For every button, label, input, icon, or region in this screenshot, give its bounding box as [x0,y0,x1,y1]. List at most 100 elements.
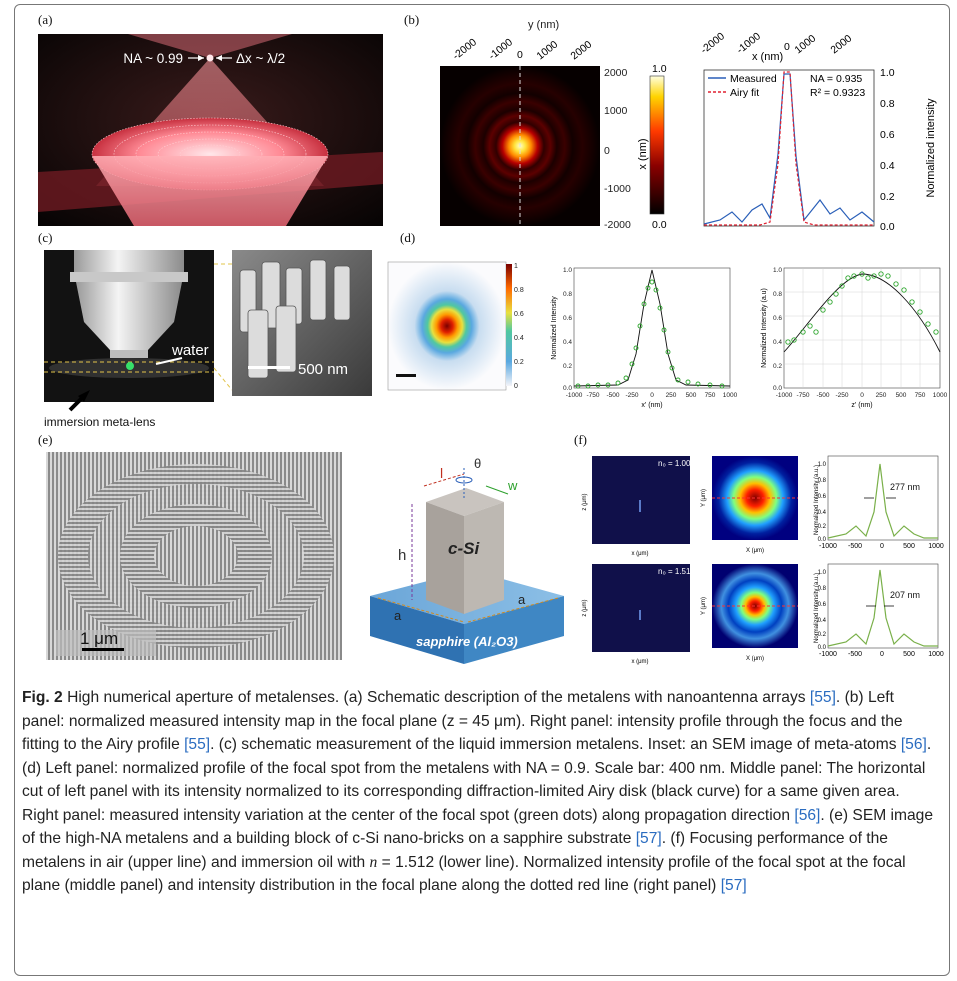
d-mid-x-tick: 500 [686,392,697,399]
caption-text: . (b) Left panel: normalized measured in… [22,689,903,753]
d-mid-x-tick: -500 [606,392,619,399]
profile-y-tick: 0.8 [880,98,895,110]
ref-link[interactable]: [55] [809,689,836,706]
d-colorbar-tick: 0.6 [514,311,524,318]
dim-a-right: a [518,592,526,607]
d-mid-x-tick: -750 [586,392,599,399]
d-right-x-tick: -1000 [776,392,793,399]
pillar-label: c-Si [448,539,480,558]
d-mid-y-tick: 0.6 [563,315,572,322]
d-mid-ylabel: Normalized Intensity [551,296,558,360]
profile-top-tick: -2000 [698,30,727,56]
map-right-tick-labels: 2000 1000 0 -1000 -2000 [604,67,631,231]
refractive-index-symbol: n [369,853,378,871]
d-right-x-tick: 0 [860,392,864,399]
ref-link[interactable]: [56] [794,806,821,824]
profile-curve-air [827,463,938,539]
panel-a-label: (a) [38,12,53,27]
map-x-axis-title: x (nm) [637,138,649,169]
d-mid-y-tick: 0.2 [563,363,572,370]
n-top-label: n₀ = 1.000 [658,459,695,468]
caption-text: . (e) SEM image of the high-NA metalens … [22,806,934,848]
prof-x-tick: -500 [848,543,862,550]
sem-e-scale-label: 1 μm [80,629,118,648]
prof-y-tick: 0.8 [818,478,827,484]
legend-measured: Measured [730,73,777,85]
prof-y-tick: 0.6 [818,494,827,500]
map-right-tick: -1000 [604,183,631,195]
d-right-x-tick: 750 [915,392,926,399]
d-mid-y-tick: 0.4 [563,339,572,346]
panel-f-grid: n₀ = 1.000 x (μm) z (μm) X (μm) Y (μm) 2… [582,455,944,665]
caption-text: . (c) schematic measurement of the liqui… [210,736,901,753]
ref-link[interactable]: [56] [900,736,927,753]
profile-y-tick-labels: 1.0 0.8 0.6 0.4 0.2 0.0 [880,67,895,233]
propagation-map-oil [592,564,690,652]
immersion-lens-label: immersion meta-lens [44,415,155,428]
panel-f-label: (f) [574,432,587,447]
d-right-ylabel: Normalized Intensity (a.u) [761,288,768,368]
d-colorbar-tick: 0.2 [514,359,524,366]
prof-y-tick-2: 0.6 [818,602,827,608]
prop-ylabel-2: z (μm) [582,599,588,616]
prof-ylabel-top: Normalized Intensity (a.u.) [814,465,820,535]
d-mid-x-tick: -1000 [566,392,583,399]
d-colorbar-tick: 0.8 [514,287,524,294]
d-mid-y-tick: 0.0 [563,385,572,392]
profile-y-tick: 0.0 [880,221,895,233]
d-right-y-tick: 0.6 [773,315,782,322]
colorbar-min: 0.0 [652,219,667,231]
map-xlabel: X (μm) [746,548,764,554]
profile-y-tick: 0.4 [880,160,895,172]
theta-label: θ [474,456,481,471]
na-fit-value: NA = 0.935 [810,73,862,85]
d-right-x-tick: 500 [896,392,907,399]
fwhm-air: 277 nm [890,482,920,492]
airy-reference-curve [573,269,731,387]
ref-link[interactable]: [57] [635,830,662,847]
ref-link[interactable]: [55] [184,736,211,753]
scale-bar [396,374,416,377]
panel-d-middle-chart: 1.0 0.8 0.6 0.4 0.2 0.0 -1000 -750 -500 … [551,267,738,409]
profile-x-axis-title: x (nm) [752,51,783,63]
dim-l: l [440,465,443,481]
panel-d-colorbar [506,264,512,386]
dim-w: w [507,478,518,493]
d-colorbar-tick: 1 [514,263,518,270]
profile-y-tick: 0.2 [880,191,895,203]
d-mid-x-tick: -250 [625,392,638,399]
prof-x-tick: 500 [903,543,915,550]
dx-label: Δx ~ λ/2 [236,51,285,66]
d-right-y-tick: 0.8 [773,291,782,298]
panel-a-metalens-render: NA ~ 0.99 Δx ~ λ/2 [38,34,383,226]
d-right-x-tick: 250 [876,392,887,399]
map-right-tick: -2000 [604,219,631,231]
water-label: water [171,342,209,359]
d-mid-x-tick: 750 [705,392,716,399]
panel-d-focal-spot-map: 1 0.8 0.6 0.4 0.2 0 [387,261,524,391]
map-top-tick: -1000 [486,36,515,62]
prop-ylabel: z (μm) [582,493,588,510]
d-right-y-tick: 0.2 [773,363,782,370]
map-ylabel-2: Y (μm) [701,597,707,615]
reference-curve [783,273,941,353]
panel-c-immersion-setup: water immersion meta-lens 500 nm [44,250,372,428]
fig-label: Fig. 2 [22,689,63,706]
d-mid-x-tick: 250 [666,392,677,399]
d-right-xlabel: z' (nm) [851,402,872,409]
d-colorbar-tick: 0.4 [514,335,524,342]
sem-scale-label: 500 nm [298,361,348,378]
ref-link[interactable]: [57] [720,877,747,894]
d-right-x-tick: -500 [816,392,829,399]
prof-x-tick-2: -1000 [819,651,837,658]
d-mid-x-tick: 1000 [723,392,738,399]
figure-caption: Fig. 2 High numerical aperture of metale… [22,686,938,898]
map-right-tick: 0 [604,145,610,157]
map-top-tick: -2000 [450,36,479,62]
prof-x-tick-2: 500 [903,651,915,658]
panel-b-label: (b) [404,12,420,27]
map-ylabel: Y (μm) [701,489,707,507]
map-top-tick: 2000 [568,38,594,62]
panel-c-label: (c) [38,230,53,245]
legend-airy-fit: Airy fit [730,87,759,99]
